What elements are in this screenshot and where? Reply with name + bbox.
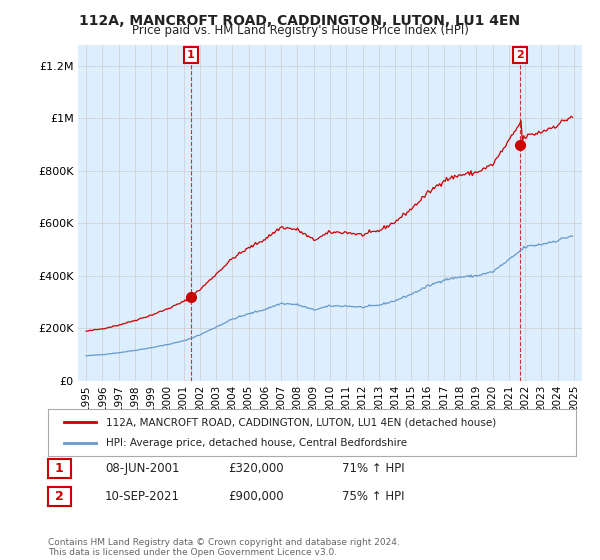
Text: 112A, MANCROFT ROAD, CADDINGTON, LUTON, LU1 4EN: 112A, MANCROFT ROAD, CADDINGTON, LUTON, …: [79, 14, 521, 28]
Text: 2: 2: [516, 50, 524, 60]
Text: £900,000: £900,000: [228, 489, 284, 503]
Text: Price paid vs. HM Land Registry's House Price Index (HPI): Price paid vs. HM Land Registry's House …: [131, 24, 469, 37]
Text: HPI: Average price, detached house, Central Bedfordshire: HPI: Average price, detached house, Cent…: [106, 438, 407, 448]
Text: £320,000: £320,000: [228, 461, 284, 475]
Text: 10-SEP-2021: 10-SEP-2021: [105, 489, 180, 503]
Text: Contains HM Land Registry data © Crown copyright and database right 2024.
This d: Contains HM Land Registry data © Crown c…: [48, 538, 400, 557]
Text: 71% ↑ HPI: 71% ↑ HPI: [342, 461, 404, 475]
Text: 1: 1: [55, 461, 64, 475]
Text: 112A, MANCROFT ROAD, CADDINGTON, LUTON, LU1 4EN (detached house): 112A, MANCROFT ROAD, CADDINGTON, LUTON, …: [106, 417, 496, 427]
Text: 75% ↑ HPI: 75% ↑ HPI: [342, 489, 404, 503]
Text: 1: 1: [187, 50, 195, 60]
Text: 08-JUN-2001: 08-JUN-2001: [105, 461, 179, 475]
Text: 2: 2: [55, 489, 64, 503]
